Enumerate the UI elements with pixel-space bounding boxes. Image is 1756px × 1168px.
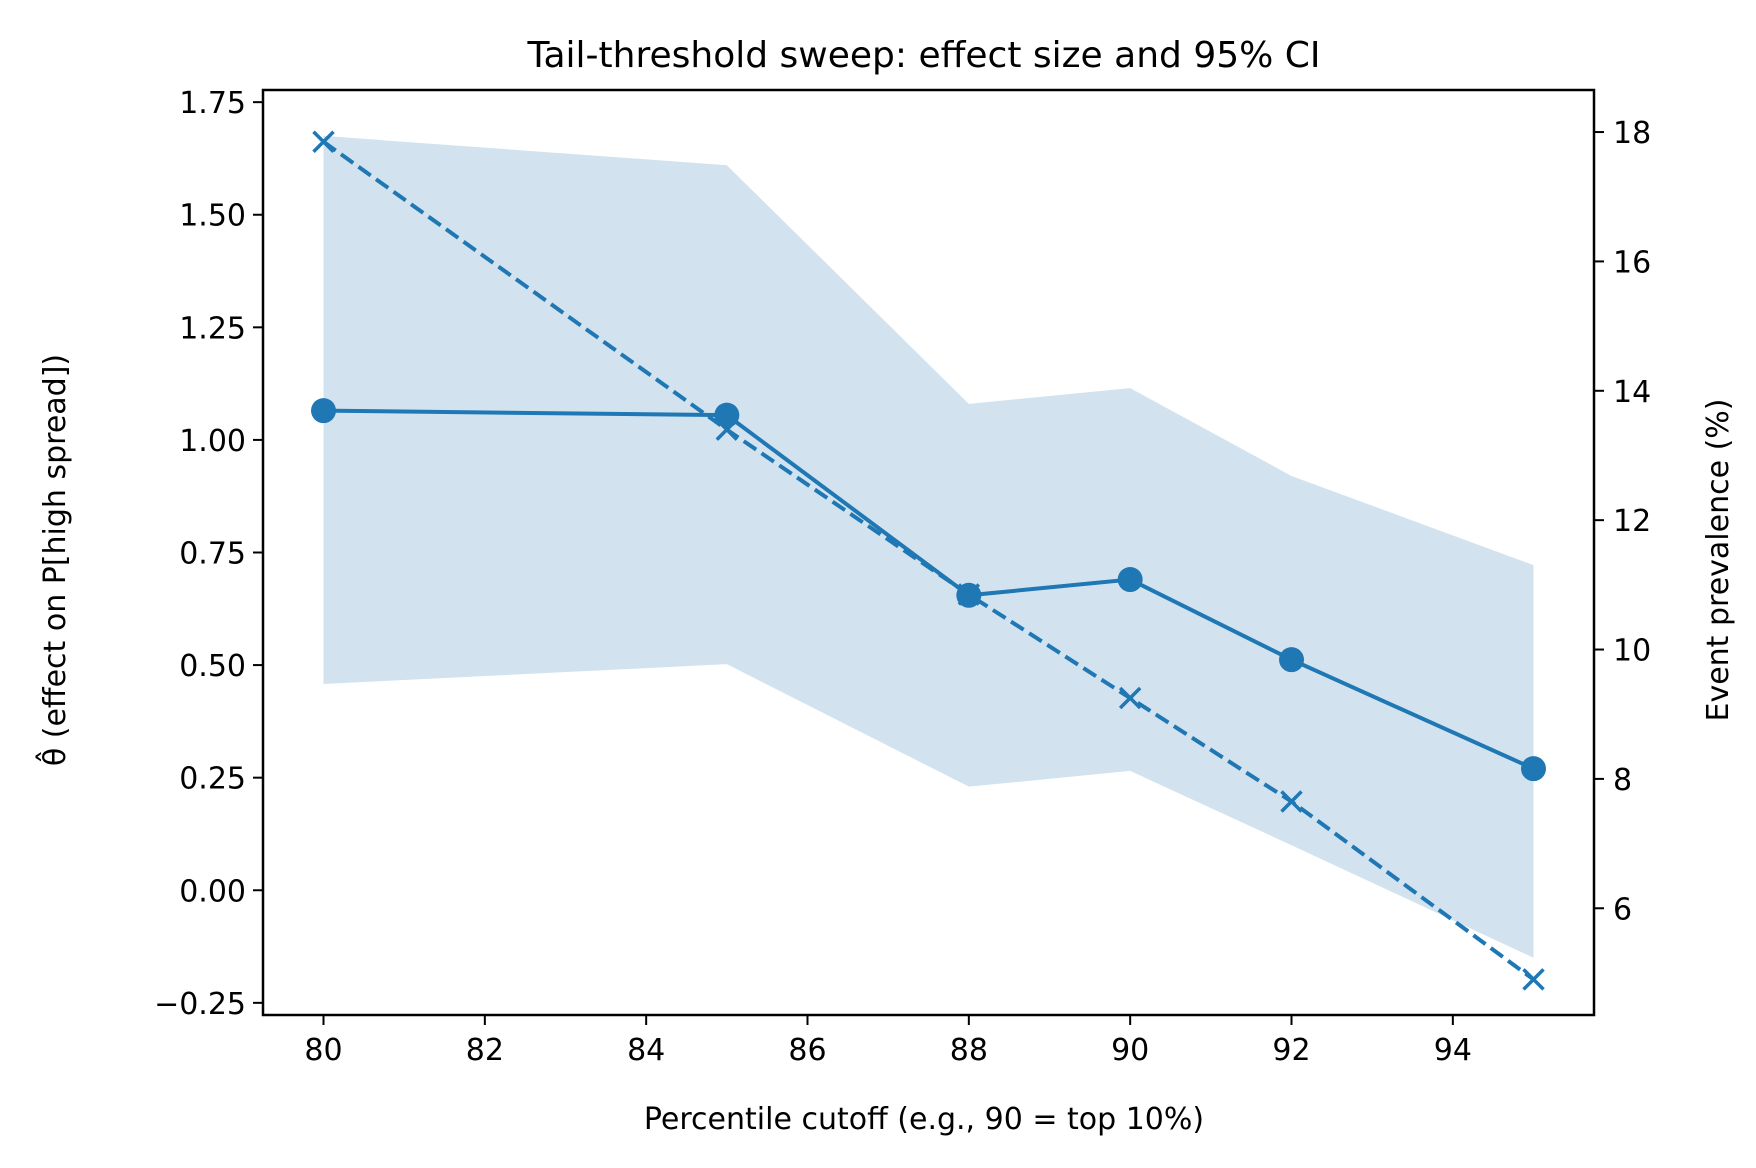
prevalence-marker xyxy=(312,130,335,153)
x-tick-label: 84 xyxy=(627,1033,665,1068)
prevalence-marker xyxy=(1280,790,1303,813)
effect-marker xyxy=(714,402,740,428)
prevalence-marker xyxy=(1522,968,1545,991)
x-tick-label: 86 xyxy=(788,1033,826,1068)
x-tick-label: 92 xyxy=(1272,1033,1310,1068)
y-left-tick-label: 1.50 xyxy=(179,199,246,234)
y-right-tick-label: 10 xyxy=(1613,634,1651,669)
y-right-tick-label: 6 xyxy=(1613,892,1632,927)
ci-band xyxy=(323,135,1534,958)
y-right-tick-label: 12 xyxy=(1613,504,1651,539)
effect-marker xyxy=(1117,567,1143,593)
x-tick-label: 80 xyxy=(304,1033,342,1068)
y-left-tick-label: 0.50 xyxy=(179,649,246,684)
prevalence-line xyxy=(322,140,1535,982)
plot-area xyxy=(311,130,1546,991)
effect-marker xyxy=(311,398,336,424)
y-axis-label-right: Event prevalence (%) xyxy=(1701,399,1736,722)
prevalence-marker xyxy=(1118,686,1142,710)
effect-marker xyxy=(1521,756,1546,782)
axes: 80 82 84 86 88 90 92 94−0.250.000.250.500.751.0… xyxy=(154,86,1651,1068)
y-axis-label-left: θ̂ (effect on P[high spread]) xyxy=(35,354,73,766)
chart-title: Tail-threshold sweep: effect size and 95… xyxy=(526,35,1320,76)
y-right-tick-label: 8 xyxy=(1613,763,1632,798)
x-tick-label: 94 xyxy=(1434,1033,1472,1068)
x-tick-label: 90 xyxy=(1111,1033,1149,1068)
y-left-tick-label: 1.25 xyxy=(179,311,246,346)
y-left-tick-label: 1.75 xyxy=(179,86,246,121)
effect-marker xyxy=(1279,647,1304,673)
y-left-tick-label: 1.00 xyxy=(179,424,246,459)
x-axis-label: Percentile cutoff (e.g., 90 = top 10%) xyxy=(644,1102,1204,1137)
x-tick-label: 88 xyxy=(950,1033,988,1068)
y-right-tick-label: 16 xyxy=(1613,245,1651,280)
x-tick-label: 82 xyxy=(466,1033,504,1068)
y-left-tick-label: 0.00 xyxy=(179,874,246,909)
y-right-tick-label: 18 xyxy=(1613,116,1651,151)
y-left-tick-label: 0.75 xyxy=(179,537,246,572)
effect-line xyxy=(323,408,1535,771)
y-left-tick-label: −0.25 xyxy=(154,987,246,1022)
y-left-tick-label: 0.25 xyxy=(179,762,246,797)
y-right-tick-label: 14 xyxy=(1613,375,1651,410)
effect-marker xyxy=(956,582,982,608)
